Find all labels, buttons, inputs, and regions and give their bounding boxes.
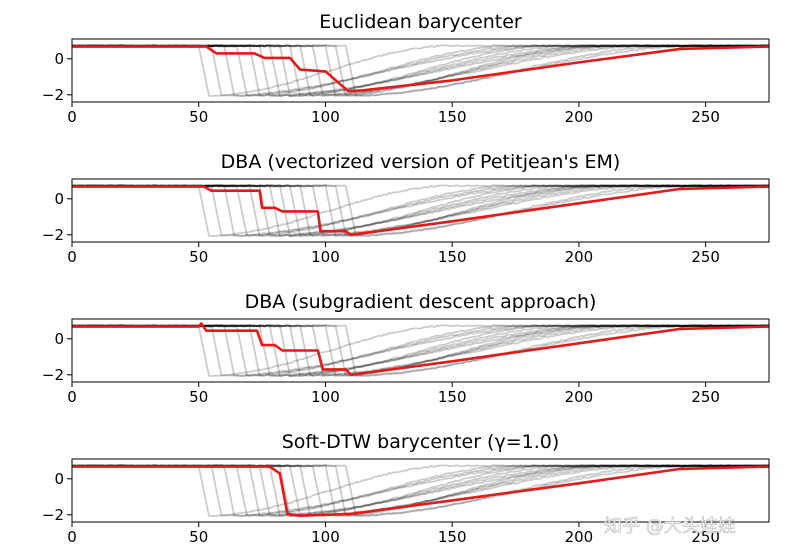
x-tick-label: 250: [691, 108, 720, 126]
chart-title: Soft-DTW barycenter (γ=1.0): [282, 431, 560, 453]
y-tick-label: −2: [42, 86, 64, 104]
plot-area: [72, 184, 769, 238]
x-tick-label: 100: [311, 528, 340, 546]
x-tick-label: 0: [67, 108, 77, 126]
x-tick-label: 100: [311, 388, 340, 406]
y-tick-label: −2: [42, 506, 64, 524]
x-tick-label: 50: [189, 248, 208, 266]
chart-title: DBA (vectorized version of Petitjean's E…: [221, 151, 621, 173]
x-tick-label: 200: [565, 248, 594, 266]
chart-title: DBA (subgradient descent approach): [245, 291, 597, 313]
x-tick-label: 50: [189, 388, 208, 406]
watermark-text: 知乎 @大头娃娃: [604, 516, 736, 537]
barycenter-line: [72, 465, 769, 517]
plot-area: [72, 464, 769, 518]
axes-frame: [71, 318, 770, 383]
y-tick-label: 0: [54, 50, 64, 68]
y-tick-label: −2: [42, 366, 64, 384]
sample-series-line: [72, 464, 769, 518]
x-tick-label: 50: [189, 528, 208, 546]
x-tick-label: 250: [691, 528, 720, 546]
y-tick-label: −2: [42, 226, 64, 244]
sample-series-line: [72, 324, 769, 378]
x-tick-label: 150: [438, 528, 467, 546]
x-tick-label: 150: [438, 248, 467, 266]
x-tick-label: 0: [67, 528, 77, 546]
x-tick-label: 200: [565, 108, 594, 126]
x-tick-label: 200: [565, 388, 594, 406]
chart-panel-3: DBA (subgradient descent approach) 0 50 100…: [42, 291, 770, 406]
x-tick-label: 100: [311, 108, 340, 126]
barycenter-line: [72, 322, 769, 377]
x-tick-label: 200: [565, 528, 594, 546]
sample-series-line: [72, 184, 769, 238]
x-tick-label: 150: [438, 388, 467, 406]
axes-frame: [71, 178, 770, 243]
x-tick-label: 0: [67, 388, 77, 406]
x-tick-label: 0: [67, 248, 77, 266]
axes-frame: [71, 458, 770, 523]
barycenter-line: [72, 185, 769, 237]
x-tick-label: 100: [311, 248, 340, 266]
sample-series-line: [72, 44, 769, 98]
x-tick-label: 150: [438, 108, 467, 126]
y-tick-label: 0: [54, 190, 64, 208]
x-tick-label: 250: [691, 388, 720, 406]
barycenter-line: [72, 45, 769, 93]
y-tick-label: 0: [54, 470, 64, 488]
plot-area: [72, 44, 769, 98]
chart-panel-2: DBA (vectorized version of Petitjean's E…: [42, 151, 770, 266]
x-tick-label: 50: [189, 108, 208, 126]
axes-frame: [71, 38, 770, 103]
y-tick-label: 0: [54, 330, 64, 348]
chart-title: Euclidean barycenter: [319, 11, 522, 33]
chart-panel-4: Soft-DTW barycenter (γ=1.0) 0 50 100 150 200 2…: [42, 431, 770, 546]
plot-area: [72, 322, 769, 378]
x-tick-label: 250: [691, 248, 720, 266]
